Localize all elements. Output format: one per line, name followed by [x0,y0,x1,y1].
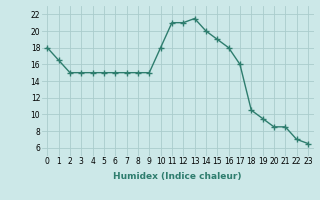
X-axis label: Humidex (Indice chaleur): Humidex (Indice chaleur) [113,172,242,181]
